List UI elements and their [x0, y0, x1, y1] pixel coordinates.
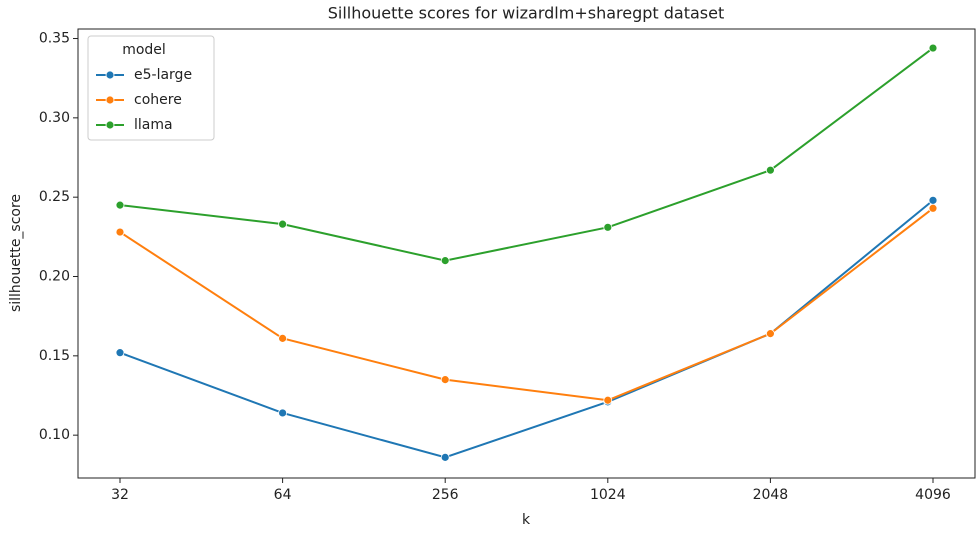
x-tick-label: 4096 — [915, 487, 951, 503]
data-point — [278, 408, 288, 418]
x-tick-label: 256 — [432, 487, 459, 503]
data-point — [115, 200, 125, 210]
legend-title: model — [122, 42, 166, 58]
x-tick-label: 1024 — [590, 487, 626, 503]
data-point — [115, 348, 125, 358]
y-axis-label: sillhouette_score — [8, 194, 24, 312]
legend-label: e5-large — [134, 67, 192, 83]
y-tick-label: 0.15 — [39, 348, 70, 364]
data-point — [928, 43, 938, 53]
data-point — [603, 395, 613, 405]
data-point — [928, 203, 938, 213]
data-point — [440, 452, 450, 462]
x-tick-label: 2048 — [753, 487, 789, 503]
legend-label: cohere — [134, 92, 182, 108]
series-line — [119, 199, 934, 459]
data-point — [278, 219, 288, 229]
data-point — [440, 375, 450, 385]
y-tick-label: 0.25 — [39, 189, 70, 205]
legend-marker — [105, 70, 115, 80]
data-point — [766, 329, 775, 339]
data-point — [440, 256, 450, 266]
plot-area — [77, 28, 976, 479]
y-tick-label: 0.35 — [39, 31, 70, 47]
series-line — [119, 207, 934, 402]
data-point — [603, 222, 613, 232]
data-point — [928, 195, 938, 205]
legend-marker — [105, 120, 115, 130]
data-point — [278, 333, 288, 343]
x-axis-label: k — [522, 512, 531, 528]
x-tick-label: 64 — [274, 487, 292, 503]
data-point — [115, 227, 125, 237]
legend-marker — [105, 95, 115, 105]
y-tick-label: 0.30 — [39, 110, 70, 126]
x-tick-label: 32 — [111, 487, 129, 503]
series-line — [119, 47, 934, 262]
legend-label: llama — [134, 117, 173, 133]
y-tick-label: 0.10 — [39, 427, 70, 443]
chart-title: Sillhouette scores for wizardlm+sharegpt… — [328, 4, 725, 23]
y-tick-label: 0.20 — [39, 269, 70, 285]
data-point — [766, 165, 775, 175]
legend-box — [87, 35, 215, 141]
